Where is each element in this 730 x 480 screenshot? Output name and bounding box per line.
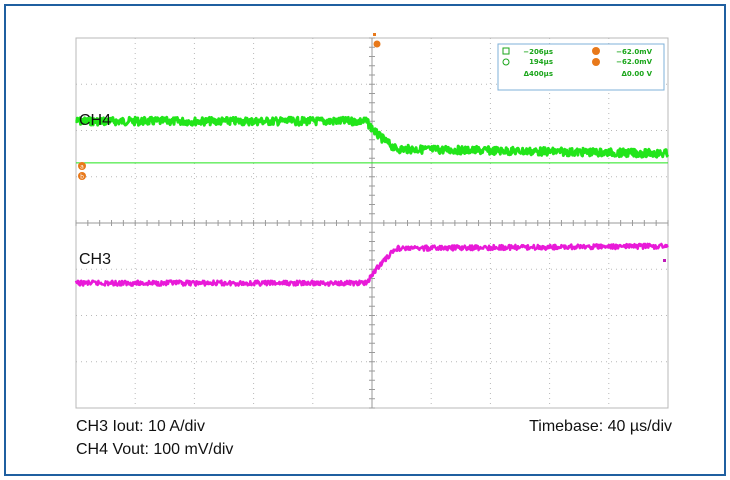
ch3-end-marker <box>663 259 666 262</box>
cursor-b-level-letter: b <box>80 174 84 181</box>
ch3-trace-label: CH3 <box>79 251 111 268</box>
cursor-a-level-letter: a <box>80 164 84 171</box>
cursor-top-marker <box>373 33 376 36</box>
cursor-v2: −62.0mV <box>616 58 652 66</box>
cursor-v1: −62.0mV <box>616 48 652 56</box>
cursor-t1: −206µs <box>523 48 553 56</box>
scope-grid <box>76 38 668 408</box>
cursor-t2: 194µs <box>529 58 553 66</box>
cursor-a-icon <box>592 47 600 55</box>
cursor-b-icon <box>592 58 600 66</box>
ch4-scale-caption: CH4 Vout: 100 mV/div <box>76 441 233 459</box>
cursor-level-markers: a b <box>78 162 86 181</box>
cursor-delta-t: Δ400µs <box>524 70 553 78</box>
cursor-delta-v: Δ0.00 V <box>621 70 652 78</box>
ch4-trace-label: CH4 <box>79 112 111 129</box>
timebase-caption: Timebase: 40 µs/div <box>529 418 672 436</box>
trigger-marker <box>374 41 381 48</box>
cursor-readout-box: −206µs 194µs Δ400µs −62.0mV −62.0mV Δ0.0… <box>498 44 664 90</box>
ch3-scale-caption: CH3 Iout: 10 A/div <box>76 418 205 436</box>
